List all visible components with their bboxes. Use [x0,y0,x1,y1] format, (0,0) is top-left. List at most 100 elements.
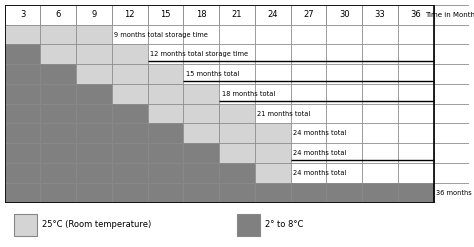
Text: 18 months total: 18 months total [222,91,275,97]
Bar [5,183,40,203]
Bar [255,64,291,84]
Bar [434,25,469,44]
Bar [76,163,112,183]
Bar [183,25,219,44]
Bar [40,84,76,104]
Text: 2° to 8°C: 2° to 8°C [265,220,303,229]
Bar [291,143,326,163]
Bar [40,64,76,84]
Bar [326,183,362,203]
Bar [112,5,148,25]
Bar [291,64,326,84]
Bar [112,163,148,183]
Bar [326,143,362,163]
Bar [326,104,362,124]
Bar [148,44,183,64]
Text: 24: 24 [267,10,278,19]
Bar [76,124,112,143]
Bar [148,64,183,84]
Bar [255,143,291,163]
Bar [326,124,362,143]
Bar [362,84,398,104]
Bar [148,84,183,104]
Bar [362,183,398,203]
Bar [40,25,76,44]
Bar [398,104,434,124]
Bar [434,104,469,124]
Bar [219,183,255,203]
Bar [362,64,398,84]
Bar [40,163,76,183]
Text: 24 months total: 24 months total [293,130,346,136]
Bar [76,104,112,124]
Bar [183,124,219,143]
Bar [76,44,112,64]
Text: 33: 33 [374,10,385,19]
Bar [398,25,434,44]
Bar [5,25,40,44]
Bar [183,104,219,124]
Bar [398,183,434,203]
Bar [255,25,291,44]
Bar [219,104,255,124]
Bar [255,163,291,183]
Bar [40,124,76,143]
Bar [434,124,469,143]
Text: 24 months total: 24 months total [293,150,346,156]
Bar [112,143,148,163]
Bar [112,25,148,44]
Bar [5,143,40,163]
Bar [183,183,219,203]
Bar [148,143,183,163]
Bar [76,25,112,44]
Bar [255,5,291,25]
Bar [398,44,434,64]
Text: 9: 9 [91,10,97,19]
Bar [14,214,37,236]
Text: Time in Months: Time in Months [425,12,474,18]
Bar [291,124,326,143]
Bar [40,183,76,203]
Bar [148,25,183,44]
Bar [291,163,326,183]
Bar [434,44,469,64]
Bar [148,104,183,124]
Bar [112,124,148,143]
Bar [148,5,183,25]
Bar [326,44,362,64]
Bar [326,84,362,104]
Bar [398,84,434,104]
Bar [255,84,291,104]
Bar [219,64,255,84]
Bar [5,163,40,183]
Bar [76,183,112,203]
Bar [362,143,398,163]
Bar [219,143,255,163]
Bar [398,163,434,183]
Text: 12 months total storage time: 12 months total storage time [150,51,248,57]
Bar [76,84,112,104]
Bar [76,143,112,163]
Bar [362,25,398,44]
Bar [434,163,469,183]
Bar [291,44,326,64]
Bar [112,183,148,203]
Bar [326,163,362,183]
Bar [255,183,291,203]
Bar [112,64,148,84]
Bar [183,64,219,84]
Bar [112,84,148,104]
Bar [148,183,183,203]
Bar [112,104,148,124]
Bar [5,84,40,104]
Bar [362,44,398,64]
Bar [76,64,112,84]
Bar [40,143,76,163]
Bar [434,84,469,104]
Text: 30: 30 [339,10,349,19]
Text: 21: 21 [232,10,242,19]
Bar [76,5,112,25]
Bar [362,163,398,183]
Bar [219,25,255,44]
Text: 12: 12 [125,10,135,19]
